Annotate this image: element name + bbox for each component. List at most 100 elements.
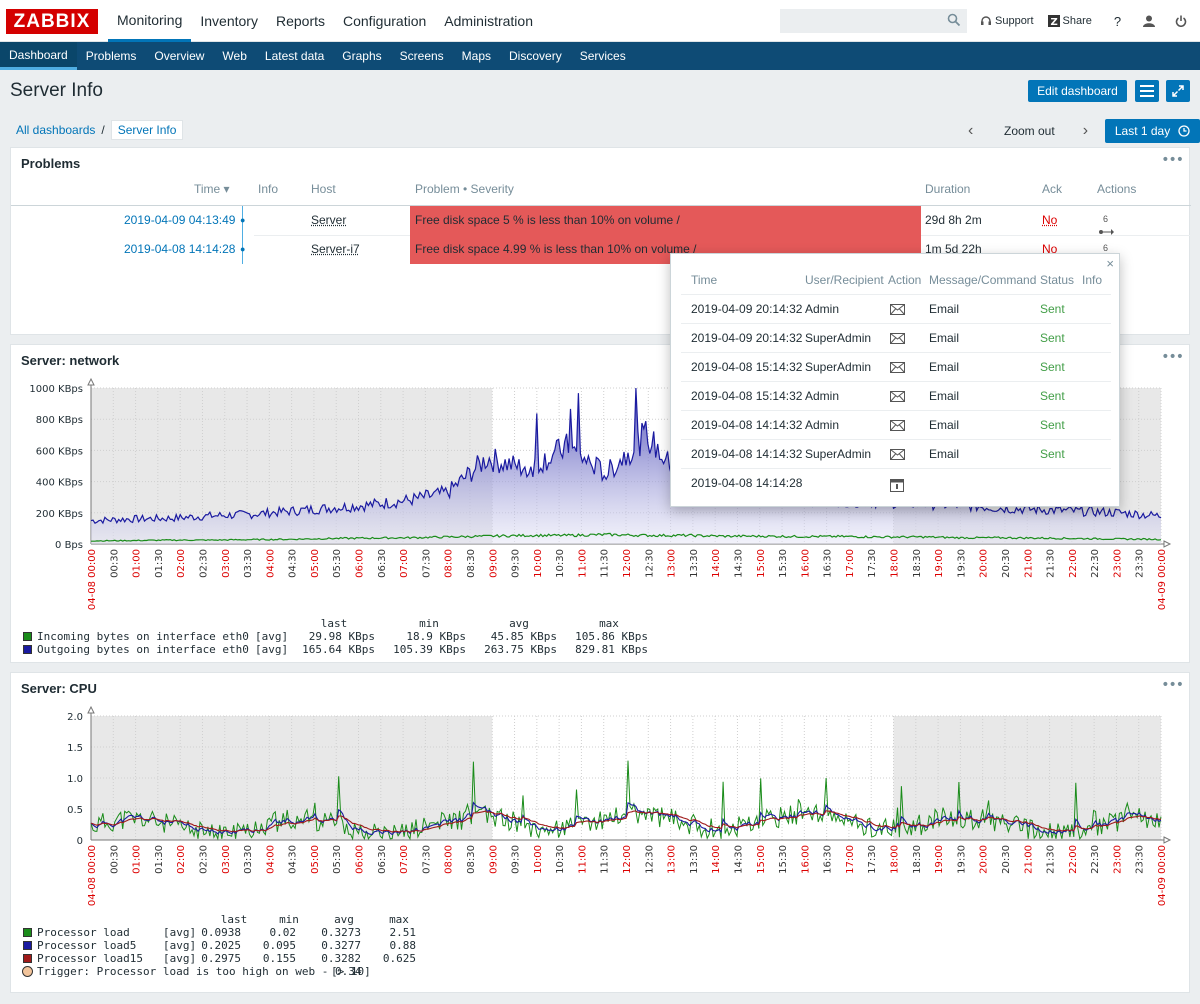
x-tick-label: 10:00 — [533, 845, 544, 874]
legend-swatch — [23, 645, 32, 654]
actions-icon[interactable]: 6 — [1099, 241, 1108, 255]
x-tick-label: 04:00 — [265, 845, 276, 874]
submenu-graphs[interactable]: Graphs — [342, 49, 382, 63]
x-tick-label: 02:30 — [198, 549, 209, 578]
widget-menu-icon[interactable]: ••• — [1161, 152, 1184, 168]
submenu-latest-data[interactable]: Latest data — [264, 49, 325, 63]
legend-series-name: Processor load5 — [37, 939, 137, 952]
col-host-header[interactable]: Host — [311, 182, 336, 196]
x-tick-label: 01:30 — [154, 845, 165, 874]
breadcrumb-all-dashboards[interactable]: All dashboards — [16, 123, 96, 137]
col-problem-header[interactable]: Problem • Severity — [415, 182, 514, 196]
submenu-services[interactable]: Services — [579, 49, 626, 63]
popup-row: 2019-04-09 20:14:32 Admin Email Sent — [681, 294, 1111, 323]
sign-out-icon[interactable] — [1175, 15, 1187, 27]
menu-monitoring[interactable]: Monitoring — [108, 0, 192, 42]
legend-avg-header: avg — [334, 913, 354, 926]
popup-row: 2019-04-09 20:14:32 SuperAdmin Email Sent — [681, 323, 1111, 352]
menu-reports[interactable]: Reports — [275, 13, 325, 29]
legend-func: [avg] — [163, 926, 197, 939]
problem-time-link[interactable]: 2019-04-08 14:14:28 — [124, 242, 236, 256]
popup-time: 2019-04-09 20:14:32 — [691, 331, 803, 345]
submenu-problems[interactable]: Problems — [85, 49, 137, 63]
legend-swatch — [23, 954, 32, 963]
host-link[interactable]: Server — [311, 213, 347, 227]
x-axis-arrow — [1163, 540, 1172, 548]
submenu-web[interactable]: Web — [222, 49, 247, 63]
time-back-chevron-icon[interactable]: ‹ — [968, 122, 974, 139]
main-menu: Monitoring Inventory Reports Configurati… — [108, 0, 542, 42]
envelope-icon — [890, 304, 905, 315]
support-link[interactable]: Support — [980, 15, 1034, 27]
x-tick-label: 20:00 — [979, 549, 990, 578]
x-tick-label: 01:30 — [154, 549, 165, 578]
x-tick-label: 22:00 — [1068, 549, 1079, 578]
zoom-out-button[interactable]: Zoom out — [1004, 124, 1055, 138]
envelope-icon — [890, 333, 905, 344]
breadcrumb-current[interactable]: Server Info — [110, 120, 184, 140]
time-range-button[interactable]: Last 1 day — [1104, 119, 1200, 143]
legend-series-name: Outgoing bytes on interface eth0 — [37, 643, 249, 656]
time-forward-chevron-icon[interactable]: › — [1082, 122, 1089, 139]
popup-user: SuperAdmin — [805, 360, 872, 374]
x-tick-label: 13:30 — [689, 549, 700, 578]
popup-status: Sent — [1040, 360, 1065, 374]
x-tick-label: 23:00 — [1112, 845, 1123, 874]
zabbix-logo[interactable]: ZABBIX — [6, 9, 98, 34]
x-tick-label: 14:30 — [733, 549, 744, 578]
x-tick-label: 19:30 — [956, 845, 967, 874]
series-line — [91, 532, 1162, 542]
widget-menu-icon[interactable]: ••• — [1161, 677, 1184, 693]
col-time-header[interactable]: Time ▾ — [194, 182, 230, 196]
submenu-overview[interactable]: Overview — [154, 49, 205, 63]
x-tick-label: 18:30 — [912, 549, 923, 578]
edit-dashboard-button[interactable]: Edit dashboard — [1028, 80, 1127, 102]
help-icon[interactable]: ? — [1113, 13, 1122, 29]
ack-link[interactable]: No — [1042, 242, 1058, 256]
popup-user: Admin — [805, 389, 840, 403]
widget-menu-icon[interactable]: ••• — [1161, 349, 1184, 365]
sub-menu: Dashboard Problems Overview Web Latest d… — [0, 42, 1200, 70]
dashboard-menu-button[interactable] — [1135, 80, 1159, 102]
legend-avg: 45.85 KBps — [490, 630, 557, 643]
actions-arrow-icon — [1099, 229, 1114, 235]
x-tick-label: 01:00 — [132, 845, 143, 874]
close-icon[interactable]: × — [1106, 256, 1114, 271]
user-profile-icon[interactable] — [1143, 15, 1156, 27]
svg-text:Z: Z — [1050, 17, 1057, 27]
x-tick-label: 03:30 — [243, 549, 254, 578]
submenu-maps[interactable]: Maps — [461, 49, 492, 63]
search-input[interactable] — [780, 9, 967, 33]
popup-col-user: User/Recipient — [805, 273, 884, 287]
menu-administration[interactable]: Administration — [444, 13, 533, 29]
popup-time: 2019-04-08 14:14:28 — [691, 476, 803, 490]
share-link[interactable]: Z Share — [1047, 15, 1092, 27]
legend-row: Outgoing bytes on interface eth0 [avg] 165… — [19, 643, 719, 656]
cpu-graph[interactable]: 04-08 00:00 00:30 01:00 01:30 02:00 02:30 03:0… — [11, 703, 1191, 943]
submenu-screens[interactable]: Screens — [399, 49, 444, 63]
x-tick-label: 07:30 — [421, 549, 432, 578]
problem-description[interactable]: Free disk space 5 % is less than 10% on … — [410, 206, 921, 235]
y-tick-label: 0.5 — [67, 805, 83, 816]
x-tick-label: 08:30 — [466, 549, 477, 578]
x-tick-label: 07:30 — [421, 845, 432, 874]
x-tick-label: 17:30 — [867, 549, 878, 578]
host-link[interactable]: Server-i7 — [311, 242, 360, 256]
network-widget-title: Server: network — [21, 353, 120, 368]
x-tick-label: 10:30 — [555, 549, 566, 578]
x-tick-label: 03:30 — [243, 845, 254, 874]
x-tick-label: 20:30 — [1001, 549, 1012, 578]
kiosk-mode-button[interactable] — [1166, 80, 1190, 102]
actions-icon[interactable]: 6 — [1099, 212, 1115, 240]
popup-col-info: Info — [1082, 273, 1103, 287]
x-tick-label: 05:30 — [332, 845, 343, 874]
search-icon[interactable] — [947, 13, 961, 27]
submenu-discovery[interactable]: Discovery — [509, 49, 562, 63]
problem-time-link[interactable]: 2019-04-09 04:13:49 — [124, 213, 236, 227]
x-tick-label: 03:00 — [221, 845, 232, 874]
x-tick-label: 00:30 — [109, 845, 120, 874]
menu-configuration[interactable]: Configuration — [343, 13, 427, 29]
ack-link[interactable]: No — [1042, 213, 1058, 227]
menu-inventory[interactable]: Inventory — [200, 13, 258, 29]
submenu-dashboard[interactable]: Dashboard — [0, 42, 77, 70]
